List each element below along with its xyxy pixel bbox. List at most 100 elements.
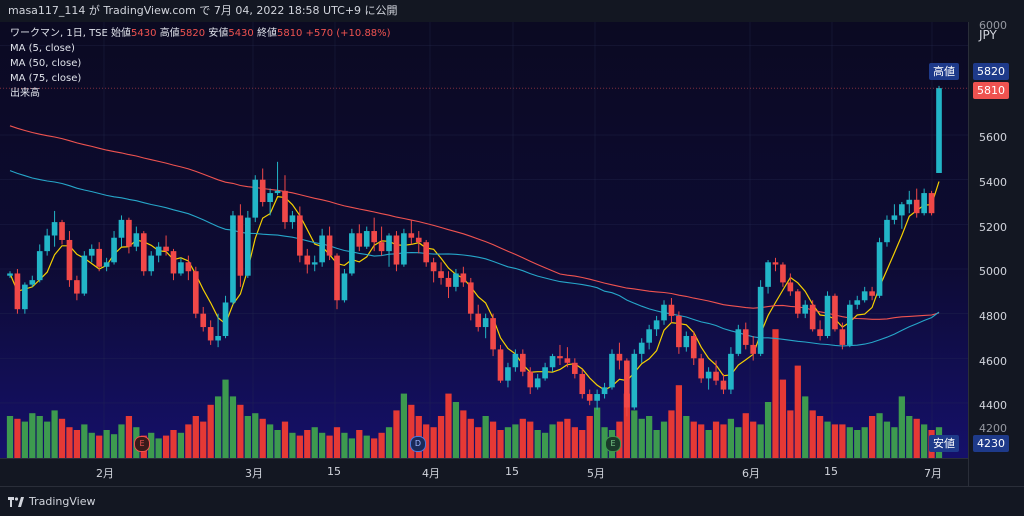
volume-bar bbox=[96, 435, 103, 458]
volume-bar bbox=[185, 424, 192, 458]
candle-body bbox=[200, 313, 207, 328]
candle-body bbox=[311, 262, 318, 265]
candle-body bbox=[861, 291, 868, 301]
volume-bar bbox=[73, 430, 81, 458]
time-axis[interactable]: 2月 3月 15 4月 15 5月 6月 15 7月 bbox=[0, 458, 968, 487]
ma75-line bbox=[9, 125, 940, 320]
candle-body bbox=[586, 394, 593, 401]
candle-body bbox=[512, 353, 519, 368]
candle-body bbox=[393, 235, 400, 265]
candle-body bbox=[542, 367, 548, 379]
candle-body bbox=[59, 222, 65, 240]
volume-bar bbox=[118, 424, 125, 458]
volume-bar bbox=[400, 393, 408, 458]
candle-body bbox=[735, 329, 742, 354]
volume-bar bbox=[14, 418, 21, 458]
volume-bar bbox=[579, 430, 586, 458]
volume-bar bbox=[378, 432, 385, 458]
volume-bar bbox=[460, 410, 467, 458]
volume-bar bbox=[675, 385, 683, 458]
legend-symbol[interactable]: ワークマン, 1日, TSE bbox=[10, 28, 108, 39]
volume-bar bbox=[831, 424, 839, 458]
volume-bar bbox=[452, 402, 460, 458]
volume-bar bbox=[385, 427, 393, 458]
volume-bar bbox=[304, 430, 311, 458]
earnings-marker[interactable]: E bbox=[605, 436, 621, 452]
volume-bar bbox=[363, 435, 370, 458]
price-tick-label: 5600 bbox=[979, 131, 1007, 144]
volume-bar bbox=[735, 427, 742, 458]
volume-bar bbox=[356, 430, 363, 458]
candle-body bbox=[936, 88, 942, 173]
earnings-marker[interactable]: E bbox=[134, 436, 150, 452]
candle-body bbox=[802, 304, 809, 314]
candle-body bbox=[906, 199, 913, 205]
price-axis[interactable]: JPY 6000 5600 5400 5200 5000 4800 4600 4400 4200… bbox=[929, 19, 1024, 486]
volume-bar bbox=[883, 421, 891, 458]
price-tick-label: 5400 bbox=[979, 176, 1007, 189]
volume-bar bbox=[162, 435, 170, 458]
candle-body bbox=[854, 300, 861, 305]
candle-body bbox=[527, 371, 534, 388]
candle-body bbox=[408, 233, 415, 238]
candle-body bbox=[765, 262, 771, 287]
volume-bar bbox=[541, 432, 549, 458]
volume-bar bbox=[311, 427, 318, 458]
candle-body bbox=[899, 204, 905, 216]
volume-bar bbox=[698, 424, 705, 458]
time-tick-label: 15 bbox=[505, 465, 519, 478]
legend-ma75[interactable]: MA (75, close) bbox=[10, 73, 82, 84]
price-tick-label: 5000 bbox=[979, 265, 1007, 278]
candle-body bbox=[334, 255, 340, 301]
volume-bar bbox=[341, 432, 348, 458]
chart-pane[interactable]: ワークマン, 1日, TSE 始値5430 高値5820 安値5430 終値58… bbox=[0, 22, 968, 458]
volume-bar bbox=[222, 379, 229, 458]
candle-body bbox=[787, 282, 794, 292]
candle-body bbox=[155, 246, 162, 256]
volume-bar bbox=[816, 416, 824, 458]
volume-bar bbox=[660, 421, 668, 458]
tradingview-logo[interactable]: TradingView bbox=[8, 495, 95, 508]
candle-body bbox=[505, 367, 511, 381]
volume-bar bbox=[497, 430, 504, 458]
candle-body bbox=[594, 394, 600, 401]
currency-label[interactable]: JPY bbox=[979, 28, 997, 42]
legend-ma50[interactable]: MA (50, close) bbox=[10, 58, 82, 69]
candle-body bbox=[809, 304, 816, 330]
volume-bar bbox=[720, 424, 727, 458]
candle-body bbox=[103, 262, 110, 267]
candle-body bbox=[624, 360, 630, 408]
volume-bar bbox=[913, 418, 920, 458]
candle-body bbox=[601, 387, 608, 395]
low-tag-label: 安値 bbox=[929, 435, 959, 452]
legend-ma5[interactable]: MA (5, close) bbox=[10, 43, 75, 54]
volume-bar bbox=[549, 424, 556, 458]
high-tag-value: 5820 bbox=[973, 63, 1009, 80]
volume-bar bbox=[103, 430, 110, 458]
volume-bar bbox=[854, 430, 861, 458]
candle-body bbox=[88, 248, 95, 256]
volume-bar bbox=[921, 424, 928, 458]
candle-body bbox=[750, 344, 757, 354]
volume-bar bbox=[281, 421, 289, 458]
volume-bar bbox=[6, 416, 14, 458]
volume-bar bbox=[750, 421, 757, 458]
dividend-marker[interactable]: D bbox=[410, 436, 426, 452]
candle-body bbox=[490, 318, 496, 350]
legend-close-value: 5810 bbox=[276, 28, 303, 39]
candle-body bbox=[772, 262, 779, 265]
candle-body bbox=[297, 215, 303, 256]
volume-bar bbox=[200, 421, 207, 458]
legend-volume[interactable]: 出来高 bbox=[10, 88, 40, 99]
ma5-line bbox=[9, 181, 940, 391]
volume-bar bbox=[772, 329, 779, 458]
candle-body bbox=[713, 371, 719, 381]
legend-open-label: 始値 bbox=[111, 28, 132, 39]
volume-bar bbox=[638, 418, 645, 458]
volume-bar bbox=[274, 430, 281, 458]
candle-body bbox=[690, 335, 697, 359]
volume-bar bbox=[601, 427, 608, 458]
volume-bar bbox=[110, 434, 118, 458]
candle-body bbox=[564, 358, 571, 363]
volume-bar bbox=[408, 404, 415, 458]
